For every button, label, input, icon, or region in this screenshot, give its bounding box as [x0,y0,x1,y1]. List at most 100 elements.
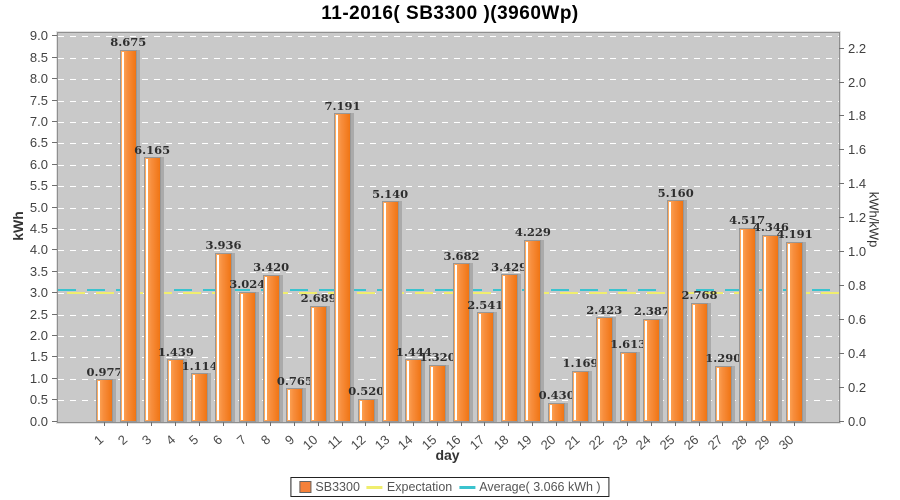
gridline [58,314,839,316]
y-tick-mark [52,78,57,80]
y-tick-label-right: 1.0 [848,244,867,259]
x-tick-mark [650,422,652,426]
y-tick-mark [52,56,57,58]
bar-value-label: 4.191 [776,227,813,242]
y-tick-mark [52,142,57,144]
bar-value-label: 3.420 [253,260,290,275]
bar [762,235,780,422]
bar-highlight [621,353,624,420]
y-tick-mark [839,251,844,252]
bar [262,274,280,422]
gridline [58,271,839,273]
bar-value-label: 1.444 [395,344,432,359]
bar-highlight [407,361,410,420]
y-tick-mark [839,420,844,422]
bar-value-label: 5.140 [372,186,409,201]
bar-highlight [574,372,576,420]
y-tick-label-left: 1.0 [29,370,48,386]
bar [667,200,685,422]
bar-value-label: 3.682 [443,248,480,263]
bar-value-label: 7.191 [324,98,361,113]
bar [500,274,518,422]
bar-highlight [145,159,148,420]
bar-value-label: 5.160 [657,185,694,200]
bar-highlight [359,400,362,420]
y-tick-label-right: 2.0 [848,74,867,90]
bar [476,312,494,422]
gridline [58,378,839,380]
expectation-line [58,292,839,295]
y-tick-mark [52,99,57,101]
bar-value-label: 1.169 [562,356,599,371]
y-tick-mark [52,377,57,379]
bar-swatch-icon [299,481,312,493]
y-tick-mark [52,356,57,358]
bar-value-label: 8.675 [110,35,147,50]
bar [310,305,328,422]
x-tick-mark [103,422,105,426]
bar [548,402,566,422]
bar-value-label: 0.977 [86,364,123,379]
y-tick-label-right: 1.4 [848,176,867,192]
bar-highlight [693,304,695,420]
gridline [58,36,839,38]
bar [714,365,732,422]
bar-value-label: 6.165 [134,142,171,157]
bar-highlight [431,366,434,420]
y-tick-label-left: 8.0 [29,71,48,87]
gridline [58,121,839,123]
bar-highlight [121,51,124,420]
y-tick-label-left: 5.0 [29,199,48,215]
bar-value-label: 1.320 [419,350,456,364]
y-tick-label-right: 1.6 [848,142,867,158]
y-tick-mark [52,185,57,187]
bar-highlight [669,202,672,420]
bar [238,291,256,422]
gridline [58,250,839,252]
x-tick-mark [389,422,391,426]
x-tick-mark [270,422,272,426]
x-tick-label: 6 [210,431,226,448]
y-tick-mark [52,270,57,272]
y-tick-mark [52,227,57,229]
y-tick-mark [52,35,57,37]
bar-value-label: 4.346 [752,220,789,235]
bar-highlight [455,265,457,420]
x-tick-mark [508,422,510,426]
bar-value-label: 3.429 [491,259,528,274]
x-tick-mark [246,422,248,426]
x-tick-mark [555,422,557,426]
bar [96,379,113,422]
x-tick-mark [127,422,129,426]
x-tick-mark [365,422,367,426]
bar-highlight [716,367,719,420]
bar-value-label: 1.613 [610,337,647,352]
bar [286,388,304,422]
y-tick-label-left: 1.5 [29,349,48,365]
gridline [58,100,839,102]
y-tick-mark [839,318,844,320]
x-tick-label: 9 [281,431,297,448]
x-tick-mark [722,422,724,426]
bar-highlight [478,314,481,420]
legend-label-expectation: Expectation [386,480,453,494]
bar [738,227,756,422]
bar [167,359,185,422]
bar [572,370,589,422]
y-tick-label-left: 3.5 [29,263,48,279]
gridline [58,164,839,166]
x-tick-mark [293,422,295,426]
gridline [58,228,839,230]
y-tick-mark [52,292,57,294]
y-tick-label-left: 9.0 [29,28,48,44]
x-tick-mark [484,422,486,426]
x-tick-mark [627,422,629,426]
x-tick-mark [793,422,795,426]
y-tick-mark [52,163,57,165]
x-tick-mark [603,422,605,426]
x-tick-label: 8 [257,431,274,448]
y-tick-label-left: 4.5 [29,220,48,236]
x-tick-mark [198,422,200,426]
x-tick-label: 4 [162,431,178,448]
